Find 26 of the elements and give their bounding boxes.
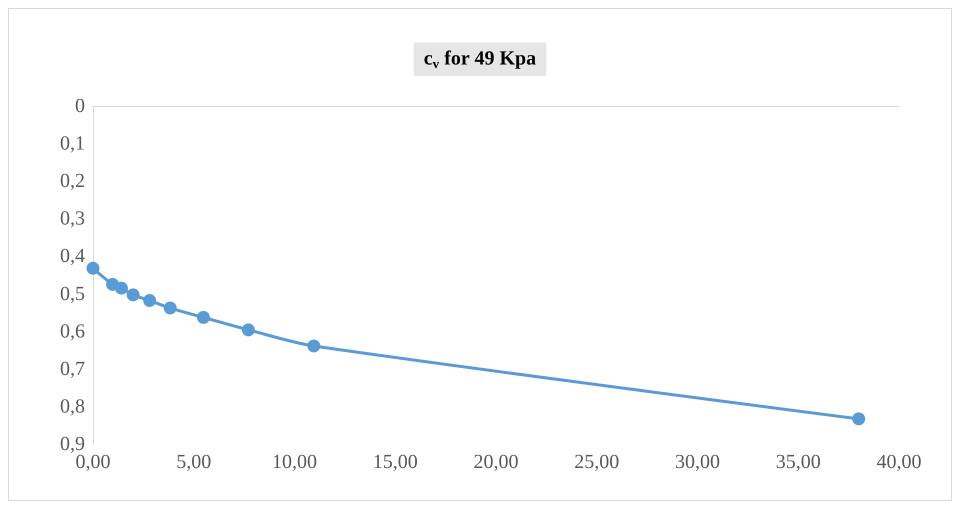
x-tick-label: 5,00	[176, 451, 212, 473]
point	[126, 288, 140, 302]
x-tick-label: 35,00	[776, 451, 821, 473]
x-tick-label: 40,00	[876, 451, 922, 473]
point	[196, 310, 210, 324]
point	[86, 262, 100, 275]
point	[114, 282, 128, 295]
x-tick-label: 25,00	[574, 451, 620, 473]
y-tick-label: 0,4	[60, 245, 85, 268]
y-tick-label: 0,3	[60, 208, 85, 230]
x-tick-label: 15,00	[372, 451, 418, 473]
y-tick-label: 0,5	[60, 282, 85, 305]
point	[242, 323, 255, 336]
point	[143, 294, 156, 308]
y-tick-label: 0,7	[60, 358, 85, 380]
y-tick-label: 0,1	[60, 132, 85, 155]
y-tick-label: 0	[75, 95, 85, 117]
point	[307, 339, 320, 352]
y-tick-label: 0,6	[60, 320, 85, 342]
y-tick-label: 0,8	[60, 395, 85, 418]
x-tick-label: 10,00	[272, 451, 317, 473]
point	[852, 412, 866, 426]
point	[164, 302, 177, 315]
x-tick-label: 20,00	[474, 451, 518, 473]
y-tick-label: 0,2	[60, 170, 85, 192]
x-tick-label: 30,00	[675, 451, 720, 473]
